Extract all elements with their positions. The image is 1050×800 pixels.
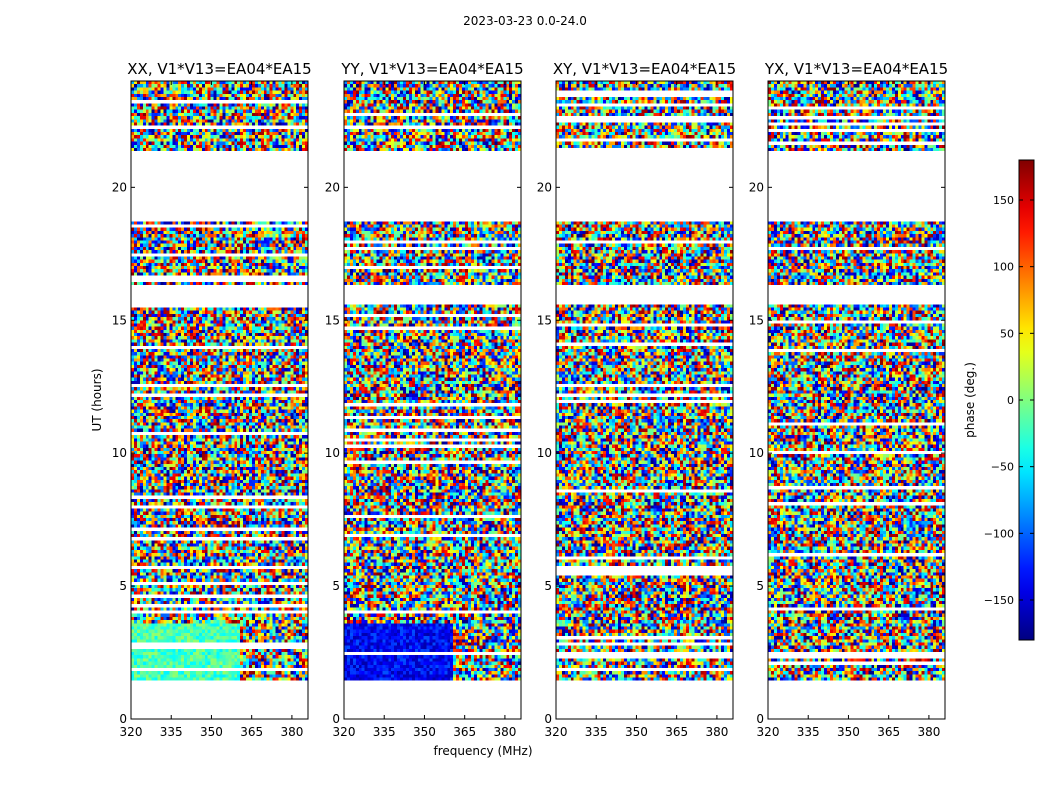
x-tick-label: 350 [413,725,436,739]
panel-frame [130,80,309,720]
x-tick-label: 320 [757,725,780,739]
colorbar-tick-label: 50 [1000,327,1014,340]
y-tick-label: 15 [325,313,340,327]
x-tick-label: 335 [160,725,183,739]
x-tick-label: 320 [545,725,568,739]
colorbar-tick-label: −50 [991,461,1014,474]
panel-title: YX, V1*V13=EA04*EA15 [764,60,948,78]
y-tick-label: 20 [325,180,340,194]
colorbar: 150 100 50 0 −50 −100 −150 [984,159,1035,641]
colorbar-tick-label: 0 [1007,394,1014,407]
y-tick-label: 10 [112,446,127,460]
y-tick-label: 15 [749,313,764,327]
x-tick-label: 350 [200,725,223,739]
x-tick-label: 365 [453,725,476,739]
panel-frame [555,80,734,720]
y-tick-label: 5 [544,579,552,593]
panel-xy: XY, V1*V13=EA04*EA15 320 335 350 365 380 0 5 10 1… [537,60,736,739]
x-tick-label: 365 [877,725,900,739]
panels-group: XX, V1*V13=EA04*EA15 320 335 350 365 380 0 5 10 1… [112,60,948,739]
y-tick-label: 5 [119,579,127,593]
y-tick-label: 10 [325,446,340,460]
panel-frame [343,80,522,720]
x-tick-label: 350 [625,725,648,739]
x-axis-label: frequency (MHz) [433,744,532,758]
x-tick-label: 365 [240,725,263,739]
y-axis-label: UT (hours) [90,368,104,431]
panel-yy: YY, V1*V13=EA04*EA15 320 335 350 365 380 0 5 10 1… [325,60,524,739]
panel-xx: XX, V1*V13=EA04*EA15 320 335 350 365 380 0 5 10 1… [112,60,312,739]
y-tick-label: 0 [756,712,764,726]
x-tick-label: 320 [120,725,143,739]
x-tick-label: 320 [333,725,356,739]
x-tick-label: 365 [665,725,688,739]
colorbar-label: phase (deg.) [963,362,977,438]
y-tick-label: 5 [332,579,340,593]
y-tick-label: 20 [537,180,552,194]
y-tick-label: 20 [112,180,127,194]
x-tick-label: 335 [585,725,608,739]
colorbar-tick-label: −150 [984,594,1014,607]
figure-title: 2023-03-23 0.0-24.0 [463,14,587,28]
panel-title: YY, V1*V13=EA04*EA15 [340,60,523,78]
panel-frame [767,80,946,720]
phase-heatmap-xy [556,81,733,719]
y-tick-label: 0 [332,712,340,726]
panel-yx: YX, V1*V13=EA04*EA15 320 335 350 365 380 0 5 10 1… [749,60,948,739]
y-tick-label: 0 [119,712,127,726]
y-tick-label: 10 [537,446,552,460]
y-tick-label: 10 [749,446,764,460]
phase-heatmap-xx [131,81,308,719]
phase-heatmap-yx [768,81,945,719]
y-tick-label: 15 [537,313,552,327]
panel-title: XX, V1*V13=EA04*EA15 [127,60,311,78]
x-tick-label: 380 [493,725,516,739]
colorbar-tick-label: −100 [984,527,1014,540]
phase-heatmap-yy [344,81,521,719]
colorbar-tick-label: 100 [993,261,1014,274]
y-tick-label: 15 [112,313,127,327]
x-tick-label: 380 [705,725,728,739]
colorbar-tick-label: 150 [993,194,1014,207]
y-tick-label: 20 [749,180,764,194]
x-tick-label: 335 [797,725,820,739]
y-tick-label: 0 [544,712,552,726]
x-tick-label: 380 [917,725,940,739]
panel-title: XY, V1*V13=EA04*EA15 [553,60,736,78]
y-tick-label: 5 [756,579,764,593]
x-tick-label: 380 [280,725,303,739]
x-tick-label: 335 [373,725,396,739]
x-tick-label: 350 [837,725,860,739]
